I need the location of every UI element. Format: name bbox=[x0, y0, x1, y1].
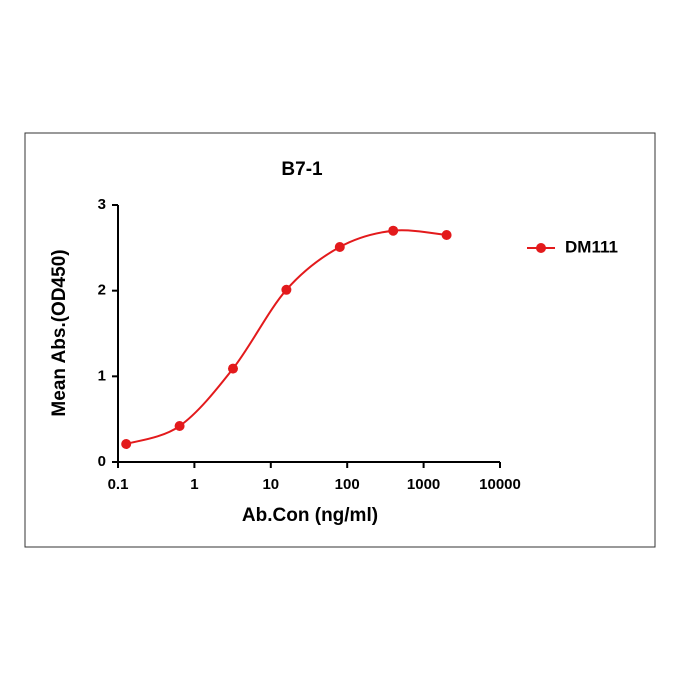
x-tick-label: 10000 bbox=[479, 476, 521, 493]
x-tick-label: 10 bbox=[262, 476, 279, 493]
y-tick-label: 1 bbox=[98, 367, 106, 384]
frame bbox=[24, 132, 656, 548]
legend-marker bbox=[536, 243, 546, 253]
data-point bbox=[281, 284, 292, 295]
x-axis-label: Ab.Con (ng/ml) bbox=[242, 505, 378, 526]
x-tick-label: 100 bbox=[335, 476, 360, 493]
data-point bbox=[227, 363, 238, 374]
data-point bbox=[121, 439, 132, 450]
chart-title: B7-1 bbox=[281, 159, 323, 180]
y-tick-label: 3 bbox=[98, 196, 106, 213]
x-tick-label: 1 bbox=[190, 476, 198, 493]
y-tick-label: 2 bbox=[98, 282, 106, 299]
x-tick-label: 0.1 bbox=[108, 476, 129, 493]
legend-label: DM111 bbox=[565, 237, 618, 256]
data-point bbox=[174, 421, 185, 432]
fit-curve bbox=[125, 229, 447, 445]
data-point bbox=[441, 229, 452, 240]
x-tick-label: 1000 bbox=[407, 476, 440, 493]
y-tick-label: 0 bbox=[98, 453, 106, 470]
y-axis-label: Mean Abs.(OD450) bbox=[49, 249, 70, 416]
data-point bbox=[388, 225, 399, 236]
data-point bbox=[334, 241, 345, 252]
